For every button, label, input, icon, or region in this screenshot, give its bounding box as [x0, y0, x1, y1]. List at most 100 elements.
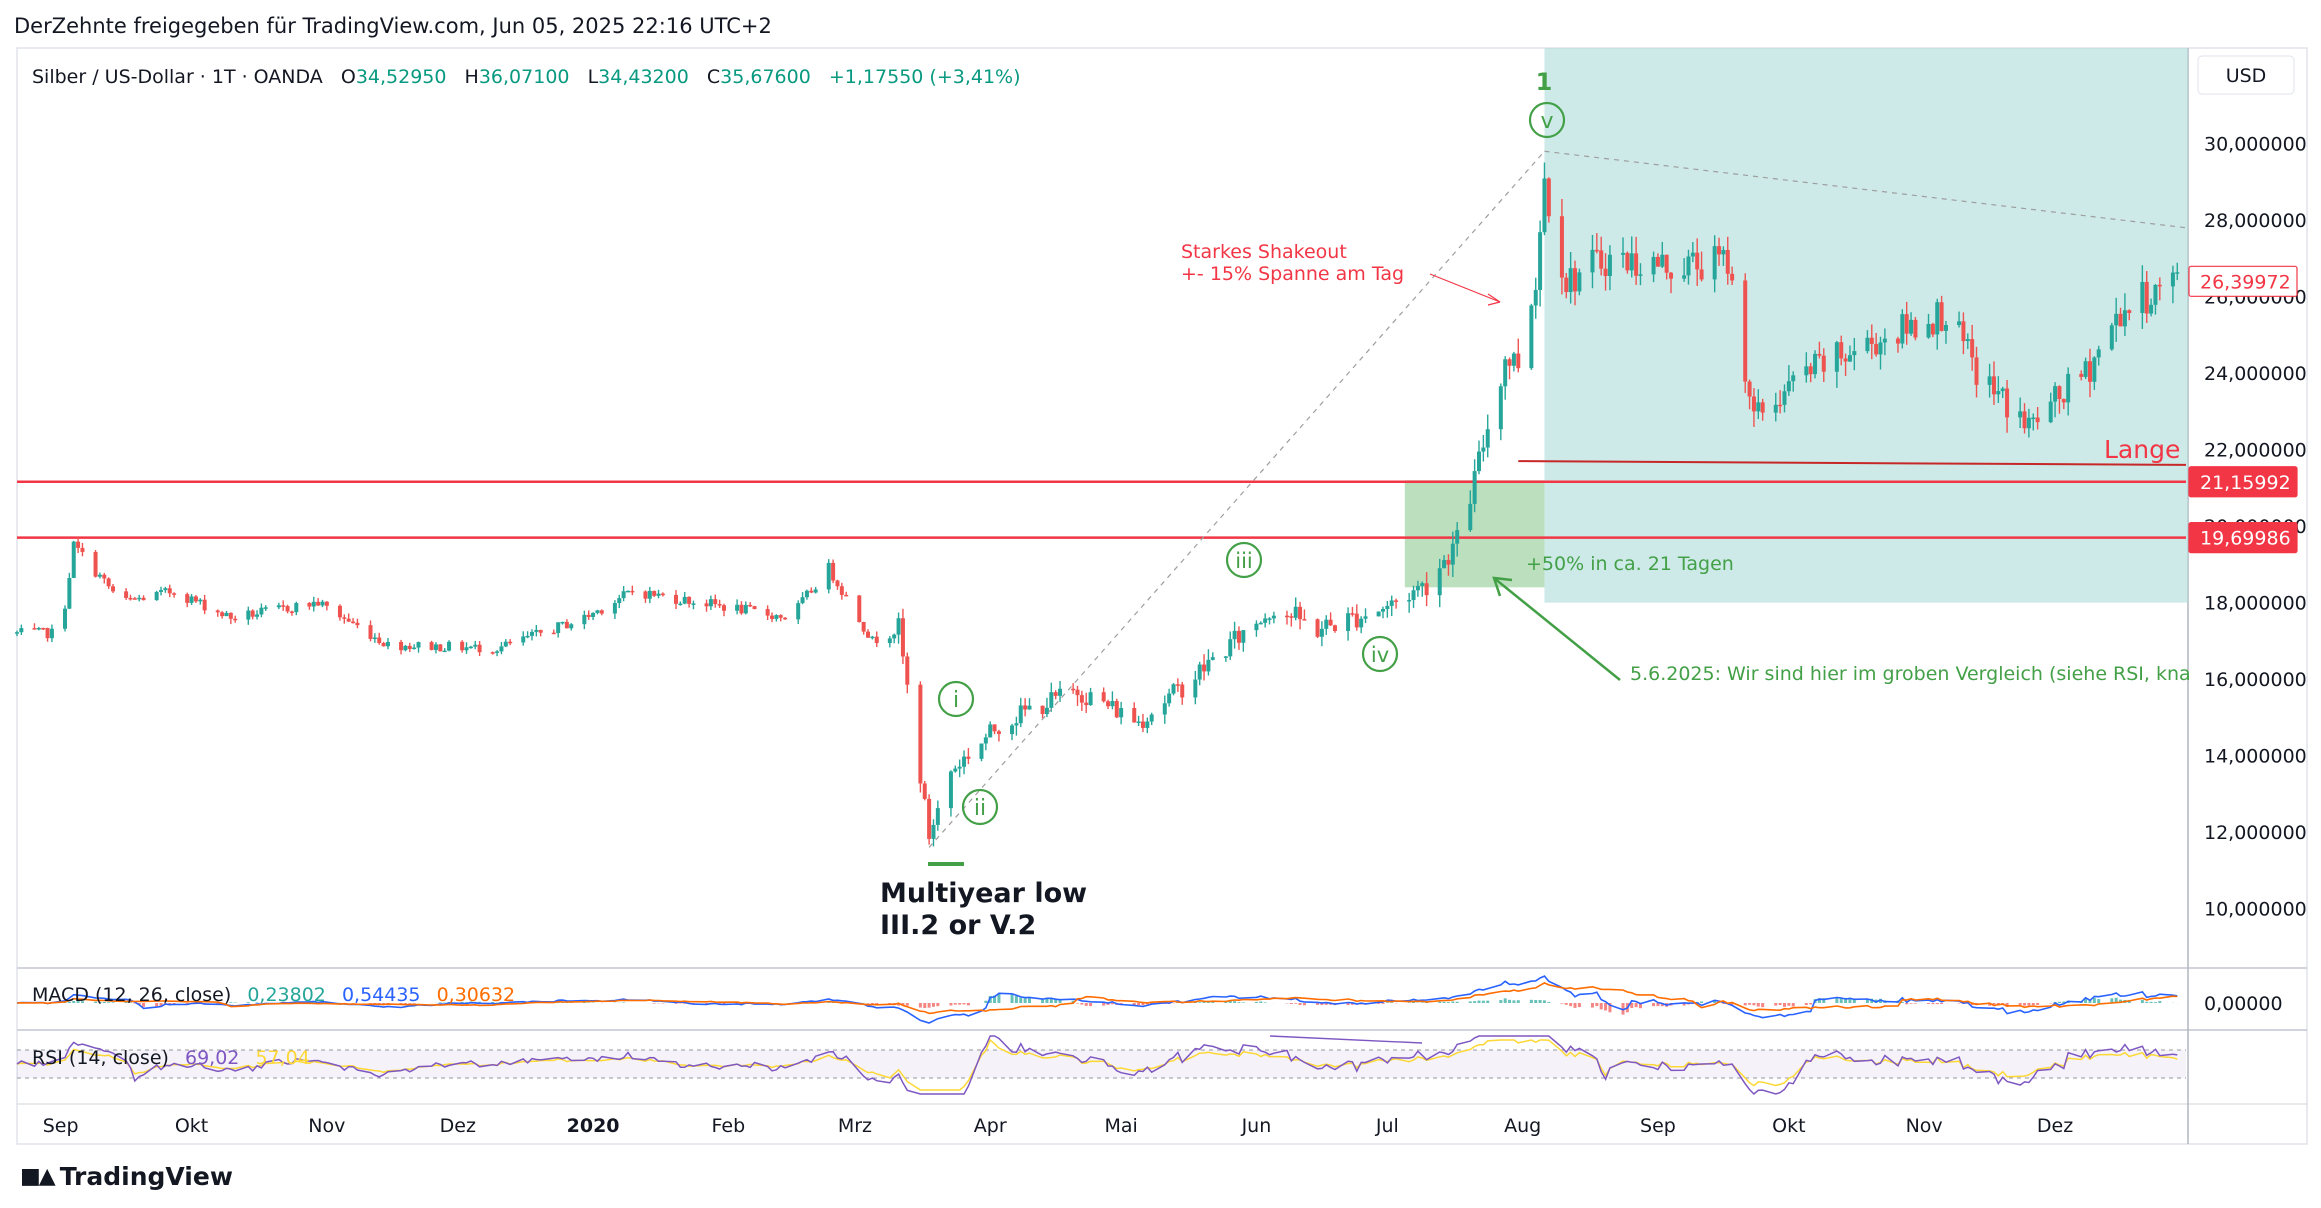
candle-body	[1354, 613, 1359, 628]
candle-body	[625, 590, 630, 593]
macd-histogram-bar	[320, 1001, 324, 1003]
candle-body	[1284, 615, 1289, 618]
macd-histogram-bar	[997, 993, 1001, 1003]
candle	[866, 629, 871, 638]
price-axis[interactable]: 30,00000028,00000026,00000024,00000022,0…	[2188, 134, 2307, 921]
candle	[1651, 251, 1656, 283]
candle-body	[1088, 692, 1093, 706]
macd-histogram-bar	[1316, 1003, 1320, 1005]
candle-body	[1996, 391, 2001, 395]
candle-body	[765, 609, 770, 616]
macd-histogram-bar	[155, 1003, 159, 1007]
candle-body	[1690, 252, 1695, 257]
price-tick-label: 12,000000	[2204, 822, 2307, 844]
candle-body	[351, 621, 356, 624]
candle	[311, 596, 316, 612]
candle-body	[154, 591, 159, 601]
candle	[1027, 698, 1032, 710]
candle	[922, 780, 927, 801]
candle	[1058, 681, 1063, 702]
candle-body	[813, 589, 818, 593]
candle-body	[564, 621, 569, 629]
candle	[1140, 713, 1145, 733]
candle	[1930, 322, 1935, 338]
candle	[1813, 350, 1818, 379]
candle	[1865, 330, 1870, 354]
candle-body	[468, 646, 473, 649]
candle	[1882, 328, 1887, 356]
macd-histogram-bar	[491, 1001, 495, 1003]
candle-body	[1324, 619, 1329, 629]
candle-body	[473, 644, 478, 647]
candle-body	[324, 601, 329, 606]
macd-histogram-bar	[2027, 1003, 2031, 1006]
candle	[1171, 683, 1176, 696]
macd-histogram-bar	[1782, 1003, 1786, 1007]
candle	[307, 601, 312, 610]
candle	[1437, 558, 1442, 608]
candle-body	[2000, 388, 2005, 392]
candle-body	[132, 598, 137, 600]
candle-body	[93, 551, 98, 577]
candle	[796, 600, 801, 624]
candle-body	[2092, 357, 2097, 382]
macd-histogram-bar	[1228, 1000, 1232, 1003]
candle-body	[2118, 313, 2123, 327]
candle	[1210, 652, 1215, 661]
candle	[569, 623, 574, 631]
candle-body	[1437, 568, 1442, 596]
candle	[1603, 253, 1608, 291]
candle	[1568, 251, 1573, 304]
macd-histogram-bar	[1564, 1003, 1568, 1005]
macd-histogram-bar	[1604, 1003, 1608, 1011]
macd-histogram-bar	[2110, 998, 2114, 1003]
candle	[97, 572, 102, 579]
candle-body	[1411, 590, 1416, 600]
candle-body	[429, 642, 434, 650]
macd-histogram-bar	[1927, 1003, 1931, 1004]
rsi-legend: RSI (14, close) 69,02 57,04	[32, 1047, 310, 1069]
brand-footer[interactable]: ■▲ TradingView	[20, 1162, 233, 1191]
candle	[988, 721, 993, 738]
macd-histogram-bar	[1787, 1003, 1791, 1006]
macd-histogram-bar	[866, 1003, 870, 1004]
candle	[599, 609, 604, 616]
macd-histogram-bar	[1045, 998, 1049, 1003]
macd-histogram-bar	[246, 1002, 250, 1003]
candle	[377, 632, 382, 645]
candle	[1743, 273, 1748, 393]
candle-body	[19, 628, 24, 633]
candle	[1223, 655, 1228, 662]
candle-body	[1162, 703, 1167, 715]
candle-body	[1533, 289, 1538, 306]
price-tick-label: 16,000000	[2204, 669, 2307, 691]
candle	[15, 630, 19, 637]
candle	[1895, 336, 1900, 353]
candle-body	[1791, 375, 1796, 382]
candle	[281, 600, 286, 611]
candle	[1847, 345, 1852, 363]
candle	[595, 609, 600, 615]
candle	[202, 594, 207, 615]
candle-body	[1590, 249, 1595, 273]
gain-label: +50% in ca. 21 Tagen	[1526, 553, 1734, 575]
time-axis[interactable]: Sep Okt Nov Dez 2020 Feb Mrz Apr Mai Jun Jul Aug Sep…	[43, 1115, 2074, 1137]
candle-body	[2061, 399, 2066, 403]
candle-body	[630, 590, 635, 593]
macd-histogram-bar	[1508, 999, 1512, 1003]
candle-body	[224, 612, 229, 617]
tradingview-logo-icon: ■▲	[20, 1164, 56, 1189]
macd-histogram-bar	[966, 1003, 970, 1006]
wave-i-label: i	[953, 688, 959, 713]
candle	[1878, 336, 1883, 370]
candle	[355, 618, 360, 629]
candle	[717, 599, 722, 609]
currency-button[interactable]	[2197, 55, 2295, 95]
candle	[1970, 324, 1975, 371]
candle-body	[2035, 417, 2040, 423]
candle-body	[189, 596, 194, 603]
candle	[2005, 380, 2010, 433]
candle	[111, 584, 116, 594]
macd-line-value: 0,54435	[342, 984, 421, 1006]
